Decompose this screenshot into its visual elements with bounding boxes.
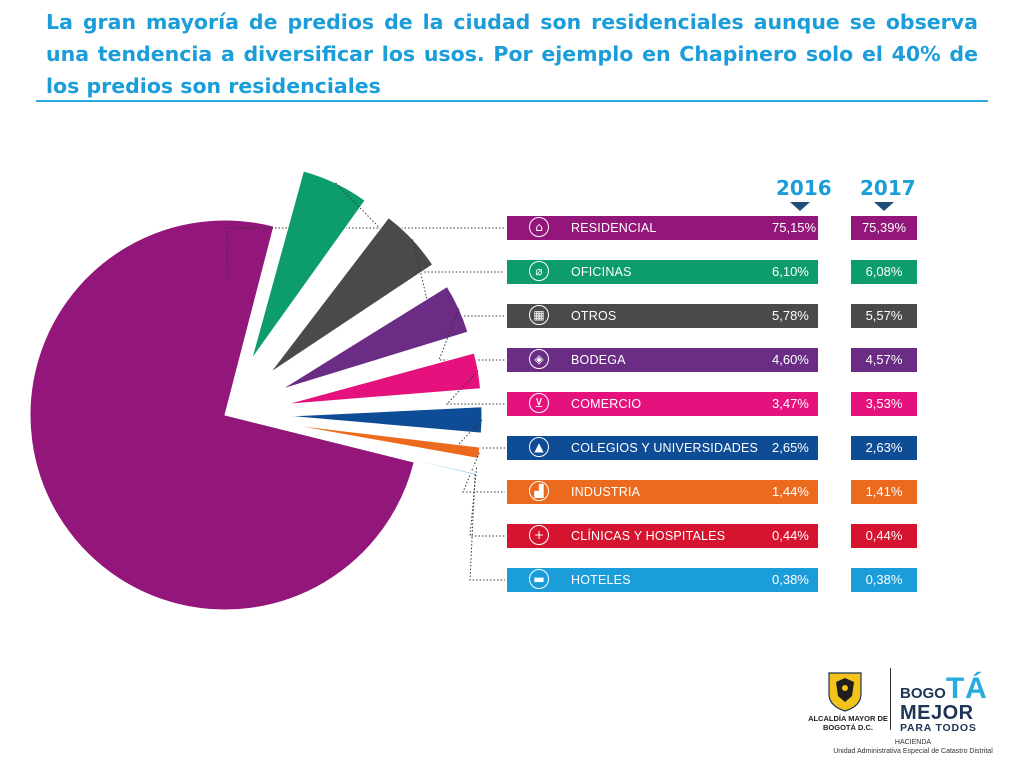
leader-line — [445, 370, 505, 405]
legend-row: ▲ COLEGIOS Y UNIVERSIDADES 2,65% 2,63% — [507, 436, 917, 460]
leader-line — [462, 452, 505, 493]
legend-row: ⊻ COMERCIO 3,47% 3,53% — [507, 392, 917, 416]
legend-row: + CLÍNICAS Y HOSPITALES 0,44% 0,44% — [507, 524, 917, 548]
logo-block: ALCALDÍA MAYOR DE BOGOTÁ D.C. BOGOTÁ MEJ… — [808, 668, 1008, 758]
value-2017: 6,08% — [851, 260, 917, 284]
pie-slice-colegios-y-universidades — [286, 406, 483, 434]
legend-row: ⌀ OFICINAS 6,10% 6,08% — [507, 260, 917, 284]
hacienda-label: HACIENDA — [894, 739, 932, 746]
value-2017: 75,39% — [851, 216, 917, 240]
leader-line — [469, 467, 505, 537]
paperclip-icon: ⌀ — [529, 261, 549, 281]
legend-bar: ▲ COLEGIOS Y UNIVERSIDADES 2,65% — [507, 436, 818, 460]
cart-icon: ⊻ — [529, 393, 549, 413]
legend-row: ▦ OTROS 5,78% 5,57% — [507, 304, 917, 328]
pie-slice-residencial — [29, 219, 415, 611]
value-2016: 2,65% — [772, 440, 809, 455]
logo-divider — [890, 668, 891, 730]
building-icon: ▦ — [529, 305, 549, 325]
alcaldia-label: ALCALDÍA MAYOR DE BOGOTÁ D.C. — [808, 714, 888, 732]
factory-icon: ▟ — [529, 481, 549, 501]
leader-line — [226, 227, 505, 278]
mejor-wordmark: MEJOR — [900, 702, 974, 724]
value-2017: 3,53% — [851, 392, 917, 416]
legend-bar: ⌀ OFICINAS 6,10% — [507, 260, 818, 284]
legend-bar: ⌂ RESIDENCIAL 75,15% — [507, 216, 818, 240]
box-icon: ◈ — [529, 349, 549, 369]
hacienda-caption: HACIENDA Unidad Administrativa Especial … — [818, 738, 1008, 756]
title-underline — [36, 100, 988, 102]
value-2017: 5,57% — [851, 304, 917, 328]
value-2016: 0,38% — [772, 572, 809, 587]
category-label: OFICINAS — [571, 265, 632, 279]
legend-row: ▬ HOTELES 0,38% 0,38% — [507, 568, 917, 592]
value-2016: 0,44% — [772, 528, 809, 543]
legend-row: ⌂ RESIDENCIAL 75,15% 75,39% — [507, 216, 917, 240]
value-2017: 4,57% — [851, 348, 917, 372]
legend-bar: ▦ OTROS 5,78% — [507, 304, 818, 328]
legend-bar: ▟ INDUSTRIA 1,44% — [507, 480, 818, 504]
house-icon: ⌂ — [529, 217, 549, 237]
category-label: INDUSTRIA — [571, 485, 641, 499]
page-title: La gran mayoría de predios de la ciudad … — [46, 10, 978, 98]
category-label: OTROS — [571, 309, 617, 323]
coat-of-arms-icon — [828, 672, 862, 712]
category-label: COLEGIOS Y UNIVERSIDADES — [571, 441, 759, 455]
graduation-cap-icon: ▲ — [529, 437, 549, 457]
value-2017: 0,38% — [851, 568, 917, 592]
legend-bar: + CLÍNICAS Y HOSPITALES 0,44% — [507, 524, 818, 548]
value-2017: 1,41% — [851, 480, 917, 504]
bogota-wordmark-small: BOGO — [900, 685, 946, 702]
legend-bar: ▬ HOTELES 0,38% — [507, 568, 818, 592]
category-label: CLÍNICAS Y HOSPITALES — [571, 529, 726, 543]
leader-line — [438, 308, 505, 361]
leader-line — [335, 182, 505, 273]
year-2017-marker — [874, 202, 894, 211]
value-2016: 6,10% — [772, 264, 809, 279]
legend-row: ▟ INDUSTRIA 1,44% 1,41% — [507, 480, 917, 504]
year-label-2016: 2016 — [776, 176, 832, 200]
category-label: RESIDENCIAL — [571, 221, 657, 235]
bogota-wordmark-big: TÁ — [945, 672, 988, 705]
legend-bar: ⊻ COMERCIO 3,47% — [507, 392, 818, 416]
value-2016: 5,78% — [772, 308, 809, 323]
pie-slice-comercio — [285, 352, 481, 405]
leader-line — [469, 474, 505, 581]
year-label-2017: 2017 — [860, 176, 916, 200]
value-2016: 4,60% — [772, 352, 809, 367]
legend-bar: ◈ BODEGA 4,60% — [507, 348, 818, 372]
value-2017: 0,44% — [851, 524, 917, 548]
legend-row: ◈ BODEGA 4,60% 4,57% — [507, 348, 917, 372]
bed-icon: ▬ — [529, 569, 549, 589]
category-label: COMERCIO — [571, 397, 642, 411]
value-2016: 1,44% — [772, 484, 809, 499]
value-2016: 3,47% — [772, 396, 809, 411]
category-label: BODEGA — [571, 353, 626, 367]
value-2017: 2,63% — [851, 436, 917, 460]
para-todos-wordmark: PARA TODOS — [900, 722, 977, 734]
cross-icon: + — [529, 525, 549, 545]
year-2016-marker — [790, 202, 810, 211]
catastro-label: Unidad Administrativa Especial de Catast… — [833, 748, 993, 755]
bogota-wordmark: BOGOTÁ — [900, 672, 988, 706]
value-2016: 75,15% — [772, 220, 817, 235]
category-label: HOTELES — [571, 573, 631, 587]
